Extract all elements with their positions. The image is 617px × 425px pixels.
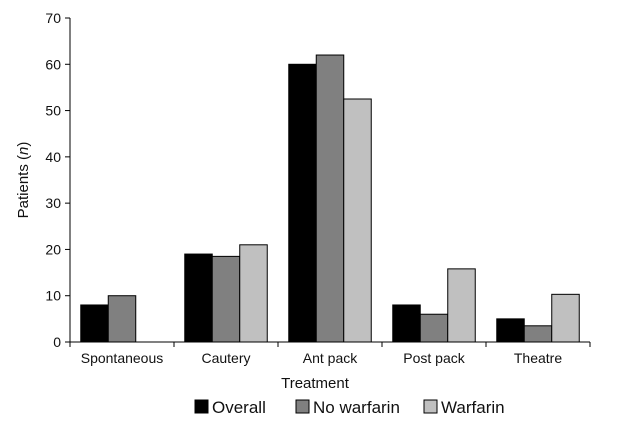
bar-overall bbox=[288, 63, 317, 343]
y-axis-title: Patients (n) bbox=[15, 142, 32, 219]
y-axis-title-end: ) bbox=[15, 142, 32, 147]
bar-overall bbox=[496, 318, 525, 343]
legend-label: Warfarin bbox=[441, 398, 505, 417]
bar-no-warfarin bbox=[523, 325, 553, 343]
bar-no-warfarin bbox=[211, 255, 241, 343]
bar-no-warfarin bbox=[107, 295, 137, 343]
x-axis-title: Treatment bbox=[281, 375, 350, 392]
bar-warfarin bbox=[343, 98, 372, 343]
legend-swatch bbox=[295, 399, 310, 414]
y-tick-label: 20 bbox=[45, 241, 61, 257]
bar-overall bbox=[80, 304, 109, 343]
legend-label: No warfarin bbox=[313, 398, 400, 417]
y-tick-label: 40 bbox=[45, 149, 61, 165]
y-tick-label: 60 bbox=[45, 56, 61, 72]
bar-warfarin bbox=[239, 244, 268, 343]
x-axis: Spontaneous Cautery Ant pack Post pack Theat… bbox=[69, 341, 591, 366]
bar-overall bbox=[184, 253, 213, 343]
bar-warfarin bbox=[551, 293, 580, 343]
legend-swatch bbox=[194, 399, 209, 414]
y-tick-label: 30 bbox=[45, 195, 61, 211]
x-tick-label: Cautery bbox=[201, 350, 250, 366]
x-tick-label: Ant pack bbox=[303, 350, 358, 366]
legend: Overall No warfarin Warfarin bbox=[194, 398, 505, 417]
x-tick-label: Post pack bbox=[403, 350, 465, 366]
legend-swatch bbox=[423, 399, 438, 414]
bar-no-warfarin bbox=[315, 54, 345, 343]
bar-no-warfarin bbox=[419, 313, 449, 343]
bars bbox=[80, 54, 580, 343]
y-axis-title-italic: n bbox=[15, 147, 32, 155]
y-axis-title-main: Patients ( bbox=[15, 155, 32, 218]
x-tick-label: Spontaneous bbox=[81, 350, 164, 366]
y-tick-label: 50 bbox=[45, 103, 61, 119]
y-tick-label: 0 bbox=[53, 334, 61, 350]
bar-overall bbox=[392, 304, 421, 343]
y-tick-label: 70 bbox=[45, 10, 61, 26]
bar-warfarin bbox=[447, 268, 476, 343]
x-tick-label: Theatre bbox=[514, 350, 562, 366]
y-axis: 0 10 20 30 40 50 60 70 bbox=[45, 10, 71, 350]
y-tick-label: 10 bbox=[45, 288, 61, 304]
legend-label: Overall bbox=[212, 398, 266, 417]
